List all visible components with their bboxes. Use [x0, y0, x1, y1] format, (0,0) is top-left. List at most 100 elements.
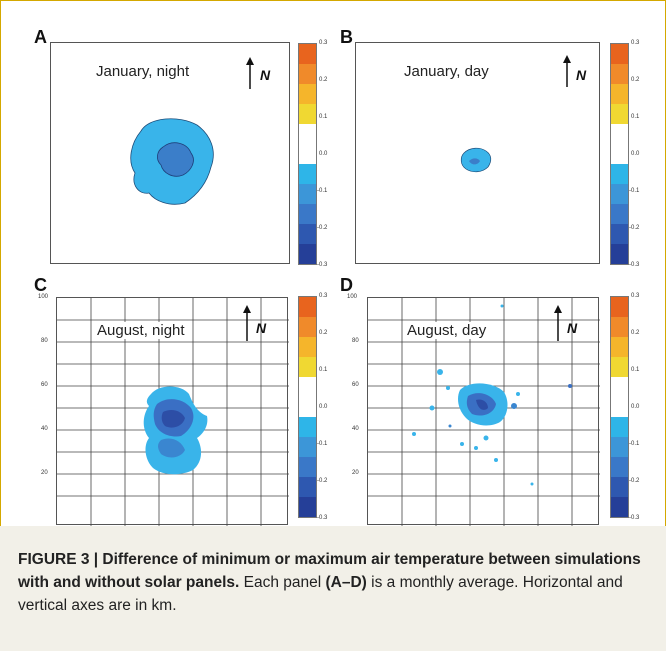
- colorbar-d-seg: [611, 357, 628, 377]
- panel-title-b: January, day: [404, 63, 489, 80]
- grid-and-anomaly-c: [57, 298, 289, 526]
- colorbar-b-seg: [611, 84, 628, 104]
- colorbar-c-seg: [299, 297, 316, 317]
- colorbar-c-seg: [299, 497, 316, 517]
- colorbar-tick: 0.3: [631, 40, 640, 46]
- north-arrow-icon: [243, 305, 251, 341]
- colorbar-a-seg: [299, 144, 316, 164]
- colorbar-tick: 0.1: [319, 367, 328, 373]
- colorbar-tick: -0.1: [317, 188, 328, 194]
- north-label: N: [260, 67, 271, 83]
- colorbar-tick: -0.1: [629, 441, 640, 447]
- colorbar-d-seg: [611, 397, 628, 417]
- colorbar-c-seg: [299, 457, 316, 477]
- colorbar-tick: -0.1: [629, 188, 640, 194]
- panel-label-b: B: [340, 27, 353, 47]
- colorbar-tick: 0.2: [319, 330, 328, 336]
- colorbar-a-seg: [299, 84, 316, 104]
- colorbar-tick: 0.3: [319, 40, 328, 46]
- colorbar-b-seg: [611, 144, 628, 164]
- colorbar-c-seg: [299, 337, 316, 357]
- north-label: N: [576, 67, 587, 83]
- colorbar-b: [610, 43, 629, 265]
- colorbar-tick: 0.0: [631, 151, 640, 157]
- colorbar-b-seg: [611, 124, 628, 144]
- colorbar-d-seg: [611, 477, 628, 497]
- caption-label: FIGURE 3 | Difference of minimum or maxi…: [18, 551, 641, 591]
- colorbar-tick: 0.1: [319, 114, 328, 120]
- colorbar-tick: 0.0: [631, 404, 640, 410]
- y-tick: 20: [352, 470, 359, 476]
- colorbar-a-seg: [299, 104, 316, 124]
- colorbar-b-seg: [611, 184, 628, 204]
- colorbar-tick: -0.3: [317, 515, 328, 521]
- colorbar-tick: 0.2: [631, 330, 640, 336]
- north-arrow-icon: [246, 57, 254, 89]
- colorbar-a-seg: [299, 204, 316, 224]
- colorbar-a-seg: [299, 224, 316, 244]
- colorbar-b-seg: [611, 204, 628, 224]
- colorbar-d: [610, 296, 629, 518]
- colorbar-tick: -0.2: [629, 225, 640, 231]
- colorbar-tick: -0.2: [629, 478, 640, 484]
- caption-panel-ref: (A–D): [325, 574, 367, 591]
- colorbar-tick: -0.3: [317, 262, 328, 268]
- colorbar-b-seg: [611, 164, 628, 184]
- colorbar-b-seg: [611, 224, 628, 244]
- y-tick: 40: [41, 426, 48, 432]
- colorbar-a-seg: [299, 44, 316, 64]
- y-tick: 60: [352, 382, 359, 388]
- heat-anomaly-b: [460, 147, 492, 173]
- panel-label-c: C: [34, 275, 47, 295]
- colorbar-a-seg: [299, 64, 316, 84]
- colorbar-d-seg: [611, 497, 628, 517]
- colorbar-b-seg: [611, 44, 628, 64]
- colorbar-d-seg: [611, 337, 628, 357]
- north-arrow-icon: [563, 55, 571, 87]
- panel-label-d: D: [340, 275, 353, 295]
- colorbar-b-seg: [611, 104, 628, 124]
- colorbar-c: [298, 296, 317, 518]
- north-arrow-icon: [554, 305, 562, 341]
- y-tick: 100: [347, 294, 358, 300]
- colorbar-d-seg: [611, 317, 628, 337]
- colorbar-d-seg: [611, 417, 628, 437]
- colorbar-tick: -0.2: [317, 478, 328, 484]
- colorbar-d-seg: [611, 377, 628, 397]
- caption-text-2: is a monthly average. Horizontal and ver…: [18, 574, 623, 614]
- colorbar-tick: 0.2: [319, 77, 328, 83]
- colorbar-tick: 0.0: [319, 404, 328, 410]
- colorbar-tick: 0.3: [319, 293, 328, 299]
- caption-text-1: Each panel: [239, 574, 326, 591]
- panel-title-c: August, night: [94, 322, 188, 339]
- colorbar-d-seg: [611, 297, 628, 317]
- figure-caption: FIGURE 3 | Difference of minimum or maxi…: [18, 548, 654, 617]
- y-tick: 40: [352, 426, 359, 432]
- colorbar-c-seg: [299, 437, 316, 457]
- colorbar-a-seg: [299, 124, 316, 144]
- y-tick: 80: [352, 338, 359, 344]
- north-label: N: [567, 320, 578, 336]
- colorbar-a-seg: [299, 184, 316, 204]
- colorbar-b-seg: [611, 244, 628, 264]
- colorbar-tick: -0.1: [317, 441, 328, 447]
- grid-and-anomaly-d: [368, 298, 600, 526]
- colorbar-tick: 0.0: [319, 151, 328, 157]
- colorbar-a-seg: [299, 164, 316, 184]
- colorbar-c-seg: [299, 477, 316, 497]
- panel-label-a: A: [34, 27, 47, 47]
- colorbar-c-seg: [299, 397, 316, 417]
- colorbar-tick: 0.1: [631, 114, 640, 120]
- colorbar-d-seg: [611, 457, 628, 477]
- panel-title-a: January, night: [96, 63, 190, 80]
- colorbar-c-seg: [299, 317, 316, 337]
- y-tick: 80: [41, 338, 48, 344]
- north-label: N: [256, 320, 267, 336]
- colorbar-tick: -0.2: [317, 225, 328, 231]
- colorbar-c-seg: [299, 417, 316, 437]
- y-tick: 20: [41, 470, 48, 476]
- panel-title-d: August, day: [404, 322, 490, 339]
- colorbar-c-seg: [299, 377, 316, 397]
- colorbar-tick: 0.1: [631, 367, 640, 373]
- map-panel-b: [355, 42, 600, 264]
